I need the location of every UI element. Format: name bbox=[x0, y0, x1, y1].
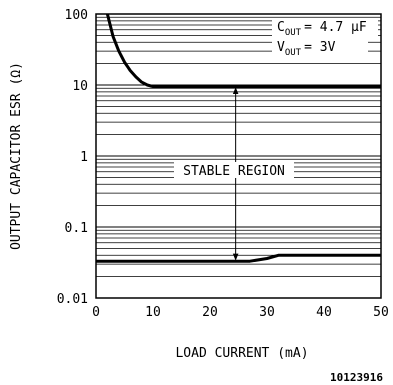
y-tick-label: 1 bbox=[80, 150, 88, 165]
svg-text:COUT= 4.7 μF: COUT = 4.7 μF bbox=[277, 20, 367, 38]
x-tick-label: 30 bbox=[259, 305, 275, 320]
cout-value: = 4.7 μF bbox=[304, 20, 367, 35]
y-axis-title: OUTPUT CAPACITOR ESR (Ω) bbox=[9, 62, 24, 250]
cout-condition: COUT = 4.7 μF bbox=[272, 18, 378, 38]
cout-subscript: OUT bbox=[285, 28, 302, 38]
x-tick-label: 10 bbox=[145, 305, 161, 320]
y-tick-label: 0.1 bbox=[65, 221, 88, 236]
stable-region-label: STABLE REGION bbox=[174, 162, 294, 179]
figure-id: 10123916 bbox=[330, 371, 383, 384]
vout-symbol: V bbox=[277, 40, 285, 55]
plot-frame bbox=[95, 13, 382, 299]
svg-text:VOUT= 3V: VOUT = 3V bbox=[277, 40, 336, 58]
vout-subscript: OUT bbox=[285, 48, 302, 58]
y-tick-label: 10 bbox=[72, 79, 88, 94]
series-line-2 bbox=[96, 253, 381, 263]
y-tick-label: 100 bbox=[65, 8, 88, 23]
x-tick-label: 40 bbox=[316, 305, 332, 320]
series-lines bbox=[96, 13, 381, 263]
cout-symbol: C bbox=[277, 20, 285, 35]
x-axis-title: LOAD CURRENT (mA) bbox=[175, 346, 308, 361]
x-tick-label: 20 bbox=[202, 305, 218, 320]
y-tick-label: 0.01 bbox=[57, 292, 88, 307]
tick-labels: 0 10 20 30 40 50 100 10 1 0.1 0.01 bbox=[57, 8, 389, 320]
svg-text:STABLE REGION: STABLE REGION bbox=[183, 164, 285, 179]
x-tick-label: 50 bbox=[373, 305, 389, 320]
series-line-1 bbox=[105, 13, 381, 89]
x-tick-label: 0 bbox=[92, 305, 100, 320]
vout-value: = 3V bbox=[304, 40, 335, 55]
vout-condition: VOUT = 3V bbox=[272, 38, 368, 58]
